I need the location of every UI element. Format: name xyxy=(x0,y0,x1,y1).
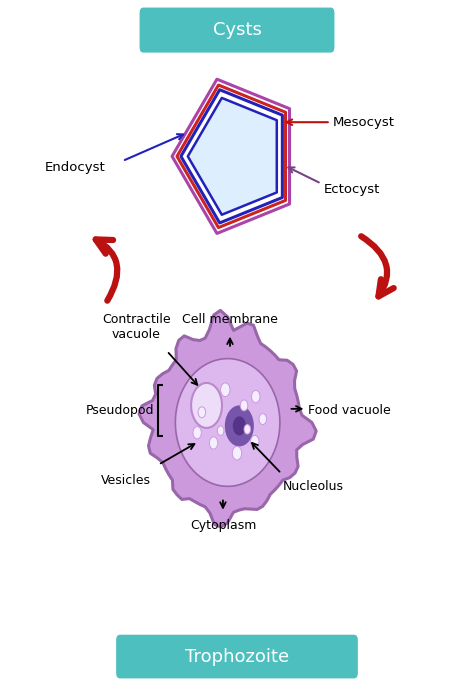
Polygon shape xyxy=(175,358,280,486)
Circle shape xyxy=(240,400,248,411)
Polygon shape xyxy=(139,310,316,527)
Circle shape xyxy=(198,407,206,418)
Text: Trophozoite: Trophozoite xyxy=(185,647,289,665)
Text: Nucleolus: Nucleolus xyxy=(283,480,344,493)
Text: Food vacuole: Food vacuole xyxy=(308,404,391,417)
Circle shape xyxy=(217,426,224,436)
Circle shape xyxy=(251,436,259,448)
Text: Pseudopod: Pseudopod xyxy=(86,404,154,417)
Text: Vesicles: Vesicles xyxy=(100,473,151,486)
Circle shape xyxy=(252,390,260,402)
Text: Cell membrane: Cell membrane xyxy=(182,312,278,325)
Text: Mesocyst: Mesocyst xyxy=(333,116,395,129)
Text: Endocyst: Endocyst xyxy=(45,162,106,175)
Circle shape xyxy=(220,383,230,396)
Circle shape xyxy=(259,413,266,424)
Circle shape xyxy=(232,447,242,460)
Text: Cytoplasm: Cytoplasm xyxy=(190,519,256,533)
Circle shape xyxy=(210,437,218,449)
Text: Ectocyst: Ectocyst xyxy=(324,183,380,196)
Circle shape xyxy=(191,383,222,428)
Text: Contractile
vacuole: Contractile vacuole xyxy=(102,312,171,341)
FancyBboxPatch shape xyxy=(116,635,358,678)
Circle shape xyxy=(193,427,201,439)
Text: Cysts: Cysts xyxy=(212,21,262,39)
Circle shape xyxy=(233,416,246,436)
Circle shape xyxy=(244,424,251,434)
Polygon shape xyxy=(188,98,277,215)
Circle shape xyxy=(226,407,253,445)
FancyBboxPatch shape xyxy=(139,8,335,52)
